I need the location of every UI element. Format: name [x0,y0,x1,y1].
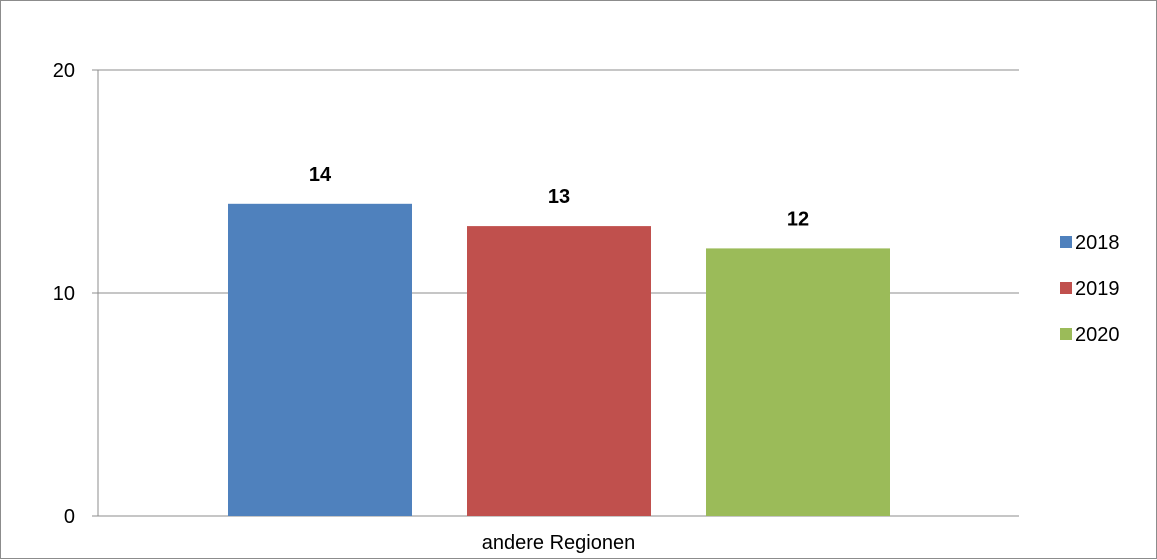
data-label-2020: 12 [787,208,809,230]
bars [228,204,890,516]
y-tick-label: 0 [64,506,75,528]
bar-2019 [467,226,651,516]
x-category-label: andere Regionen [482,532,635,554]
legend: 2018 2019 2020 [1060,232,1120,346]
legend-swatch-2019 [1060,282,1072,294]
y-tick-label: 20 [53,60,75,82]
bar-2018 [228,204,412,516]
legend-label-2019: 2019 [1075,278,1120,300]
y-tick-label: 10 [53,283,75,305]
legend-swatch-2018 [1060,236,1072,248]
bar-2020 [706,248,890,516]
legend-label-2018: 2018 [1075,232,1120,254]
legend-label-2020: 2020 [1075,324,1120,346]
legend-swatch-2020 [1060,328,1072,340]
data-label-2018: 14 [309,164,332,186]
data-label-2019: 13 [548,186,570,208]
